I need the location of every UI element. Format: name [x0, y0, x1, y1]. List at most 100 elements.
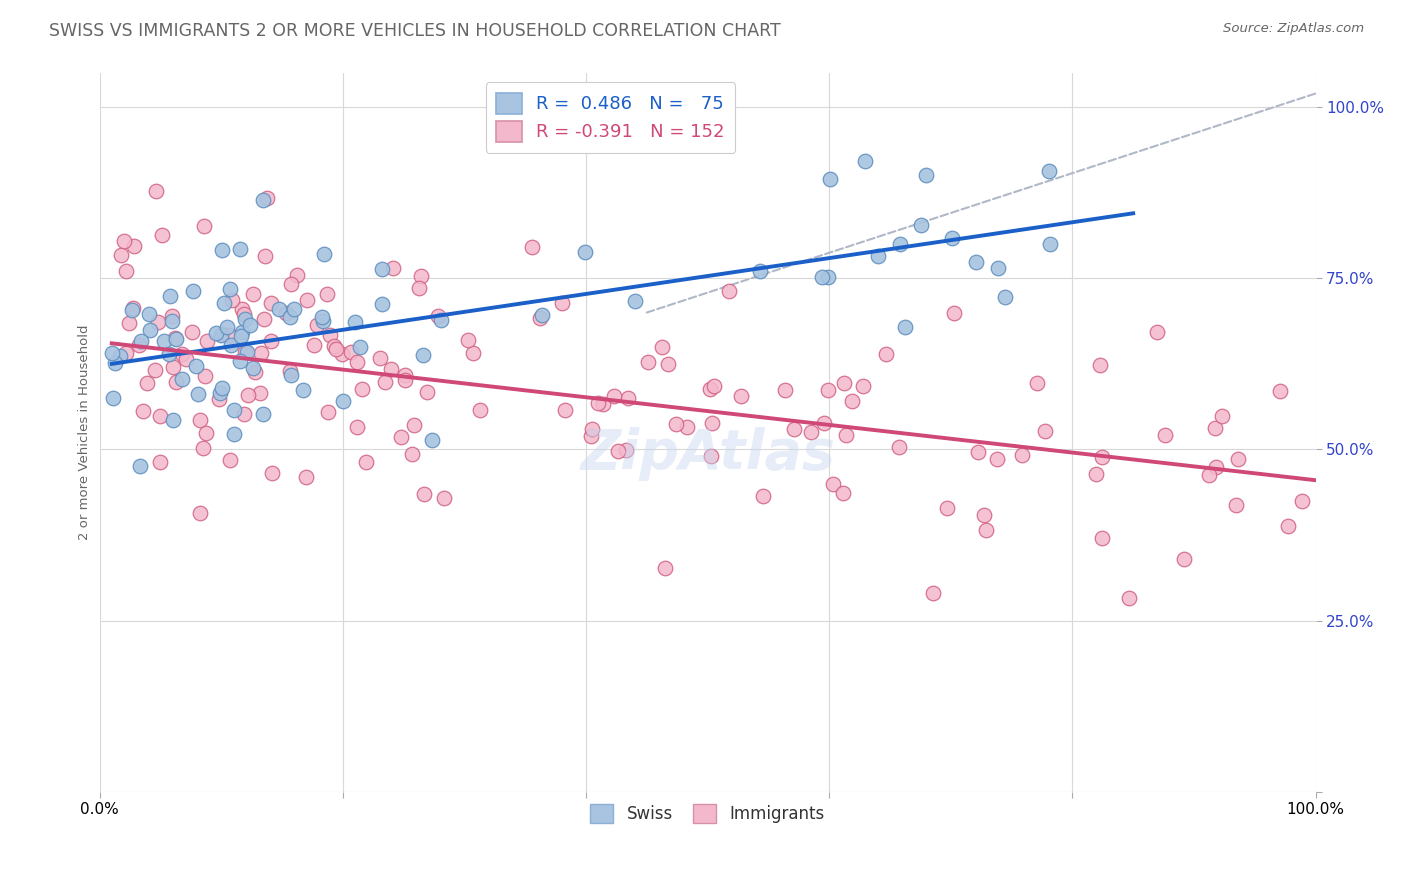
Point [346, 420, 368, 434]
Point [283, 301, 305, 316]
Point [150, 228, 173, 243]
Point [422, 433, 444, 447]
Point [232, 407, 254, 421]
Point [875, 347, 897, 361]
Point [254, 249, 277, 263]
Point [530, 308, 553, 322]
Point [893, 319, 915, 334]
Point [841, 394, 863, 409]
Point [190, 506, 212, 520]
Point [936, 500, 959, 515]
Point [295, 470, 318, 484]
Point [811, 270, 834, 285]
Point [267, 302, 290, 317]
Point [1118, 591, 1140, 605]
Point [322, 339, 344, 353]
Point [966, 445, 988, 459]
Point [218, 282, 240, 296]
Point [965, 254, 987, 268]
Point [176, 352, 198, 367]
Point [581, 429, 603, 443]
Point [520, 240, 543, 254]
Point [239, 318, 262, 333]
Point [1084, 467, 1107, 482]
Point [249, 386, 271, 401]
Point [921, 585, 943, 599]
Point [250, 346, 273, 360]
Point [813, 417, 835, 431]
Point [332, 394, 354, 409]
Point [773, 384, 796, 398]
Point [235, 345, 257, 359]
Point [817, 270, 839, 285]
Point [221, 293, 243, 307]
Legend: Swiss, Immigrants: Swiss, Immigrants [583, 797, 832, 830]
Point [657, 357, 679, 371]
Point [412, 486, 434, 500]
Point [603, 388, 626, 402]
Point [108, 349, 131, 363]
Point [651, 340, 673, 354]
Point [188, 412, 211, 426]
Point [994, 290, 1017, 304]
Point [416, 384, 439, 399]
Point [243, 365, 266, 379]
Point [101, 391, 124, 405]
Point [1205, 460, 1227, 475]
Point [128, 338, 150, 352]
Point [408, 281, 430, 295]
Point [131, 403, 153, 417]
Point [914, 168, 936, 182]
Point [110, 248, 132, 262]
Point [730, 389, 752, 403]
Point [834, 428, 856, 442]
Point [700, 416, 723, 430]
Point [1088, 358, 1111, 372]
Point [343, 315, 366, 329]
Point [129, 459, 152, 474]
Point [187, 387, 209, 401]
Point [368, 351, 391, 365]
Point [312, 314, 335, 328]
Point [165, 375, 187, 389]
Point [699, 382, 721, 396]
Point [118, 317, 141, 331]
Point [370, 261, 392, 276]
Point [1038, 164, 1060, 178]
Point [664, 417, 686, 431]
Point [219, 338, 242, 352]
Point [853, 153, 876, 168]
Point [280, 277, 302, 291]
Point [122, 239, 145, 253]
Point [974, 523, 997, 537]
Point [986, 452, 1008, 467]
Point [236, 345, 259, 359]
Point [374, 376, 396, 390]
Point [1091, 532, 1114, 546]
Point [380, 361, 402, 376]
Point [852, 379, 875, 393]
Point [218, 327, 240, 342]
Point [209, 386, 232, 401]
Point [260, 334, 283, 348]
Point [136, 376, 159, 390]
Point [153, 334, 176, 348]
Point [224, 426, 246, 441]
Point [157, 347, 180, 361]
Point [394, 368, 416, 383]
Point [104, 356, 127, 370]
Point [1153, 428, 1175, 442]
Point [987, 261, 1010, 276]
Point [242, 360, 264, 375]
Point [232, 308, 254, 322]
Point [211, 327, 233, 342]
Point [1291, 494, 1313, 508]
Point [193, 441, 215, 455]
Point [316, 405, 339, 419]
Point [217, 319, 239, 334]
Point [468, 403, 491, 417]
Point [193, 219, 215, 233]
Point [818, 172, 841, 186]
Point [229, 354, 252, 368]
Point [614, 442, 637, 457]
